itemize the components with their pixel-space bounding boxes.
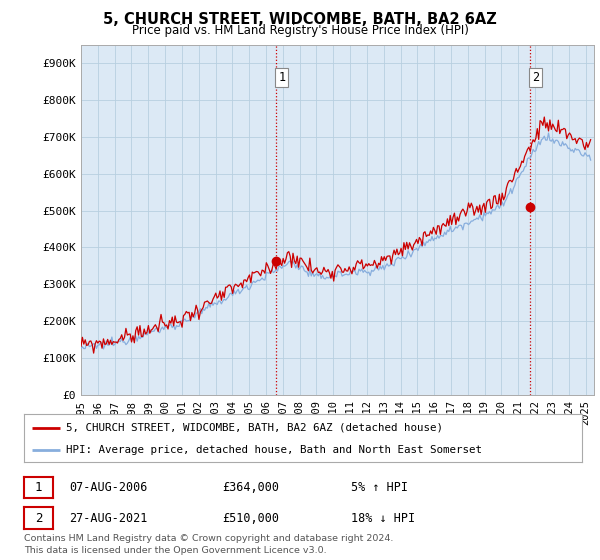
Text: 27-AUG-2021: 27-AUG-2021 xyxy=(69,511,148,525)
Text: 5, CHURCH STREET, WIDCOMBE, BATH, BA2 6AZ: 5, CHURCH STREET, WIDCOMBE, BATH, BA2 6A… xyxy=(103,12,497,27)
Text: Contains HM Land Registry data © Crown copyright and database right 2024.
This d: Contains HM Land Registry data © Crown c… xyxy=(24,534,394,555)
Text: 5% ↑ HPI: 5% ↑ HPI xyxy=(351,480,408,494)
Text: 18% ↓ HPI: 18% ↓ HPI xyxy=(351,511,415,525)
Text: £364,000: £364,000 xyxy=(222,480,279,494)
Text: £510,000: £510,000 xyxy=(222,511,279,525)
Text: 07-AUG-2006: 07-AUG-2006 xyxy=(69,480,148,494)
Text: 1: 1 xyxy=(278,71,286,83)
Text: 1: 1 xyxy=(35,480,42,494)
Text: 2: 2 xyxy=(35,511,42,525)
Text: HPI: Average price, detached house, Bath and North East Somerset: HPI: Average price, detached house, Bath… xyxy=(66,445,482,455)
Text: 5, CHURCH STREET, WIDCOMBE, BATH, BA2 6AZ (detached house): 5, CHURCH STREET, WIDCOMBE, BATH, BA2 6A… xyxy=(66,423,443,433)
Text: 2: 2 xyxy=(532,71,539,83)
Text: Price paid vs. HM Land Registry's House Price Index (HPI): Price paid vs. HM Land Registry's House … xyxy=(131,24,469,36)
